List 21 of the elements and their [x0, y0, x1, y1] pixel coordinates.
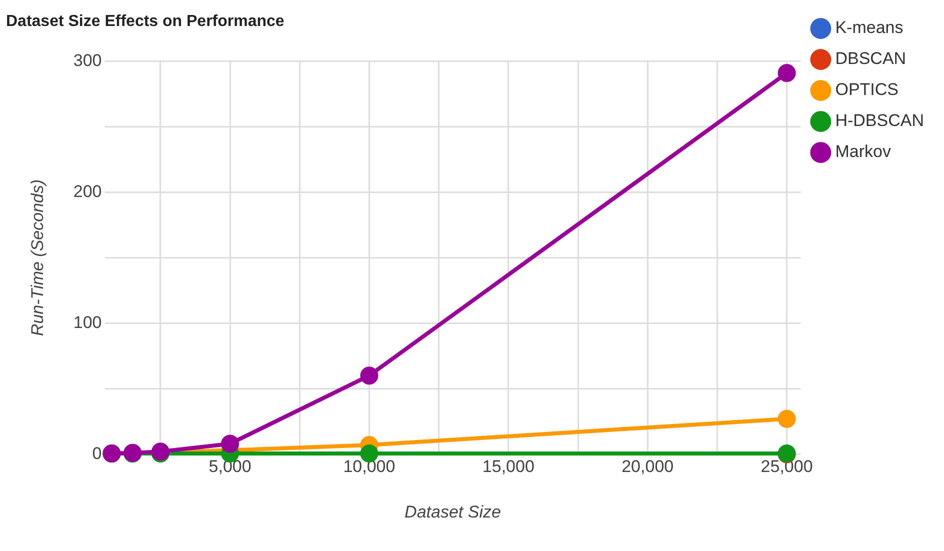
x-tick-label: 20,000 [622, 457, 674, 476]
point [221, 434, 240, 453]
y-tick-label: 100 [73, 312, 102, 332]
legend-label: OPTICS [835, 80, 899, 100]
legend-label: K-means [835, 18, 904, 38]
point [360, 366, 378, 385]
legend-label: H-DBSCAN [835, 111, 924, 130]
x-tick-label: 10,000 [343, 457, 396, 476]
y-tick-label: 0 [92, 444, 102, 463]
legend-label: Markov [835, 142, 892, 162]
x-tick-label: 25,000 [760, 457, 813, 476]
chart-title: Dataset Size Effects on Performance [6, 13, 284, 30]
legend-label: DBSCAN [835, 49, 906, 68]
x-tick-label: 15,000 [482, 457, 534, 476]
point [778, 410, 796, 428]
y-axis-title: Run-Time (Seconds) [28, 179, 47, 336]
x-axis-title: Dataset Size [404, 502, 501, 522]
y-tick-label: 200 [73, 182, 102, 201]
x-tick-label: 5,000 [208, 457, 252, 476]
point [778, 64, 796, 82]
y-tick-label: 300 [73, 50, 102, 70]
